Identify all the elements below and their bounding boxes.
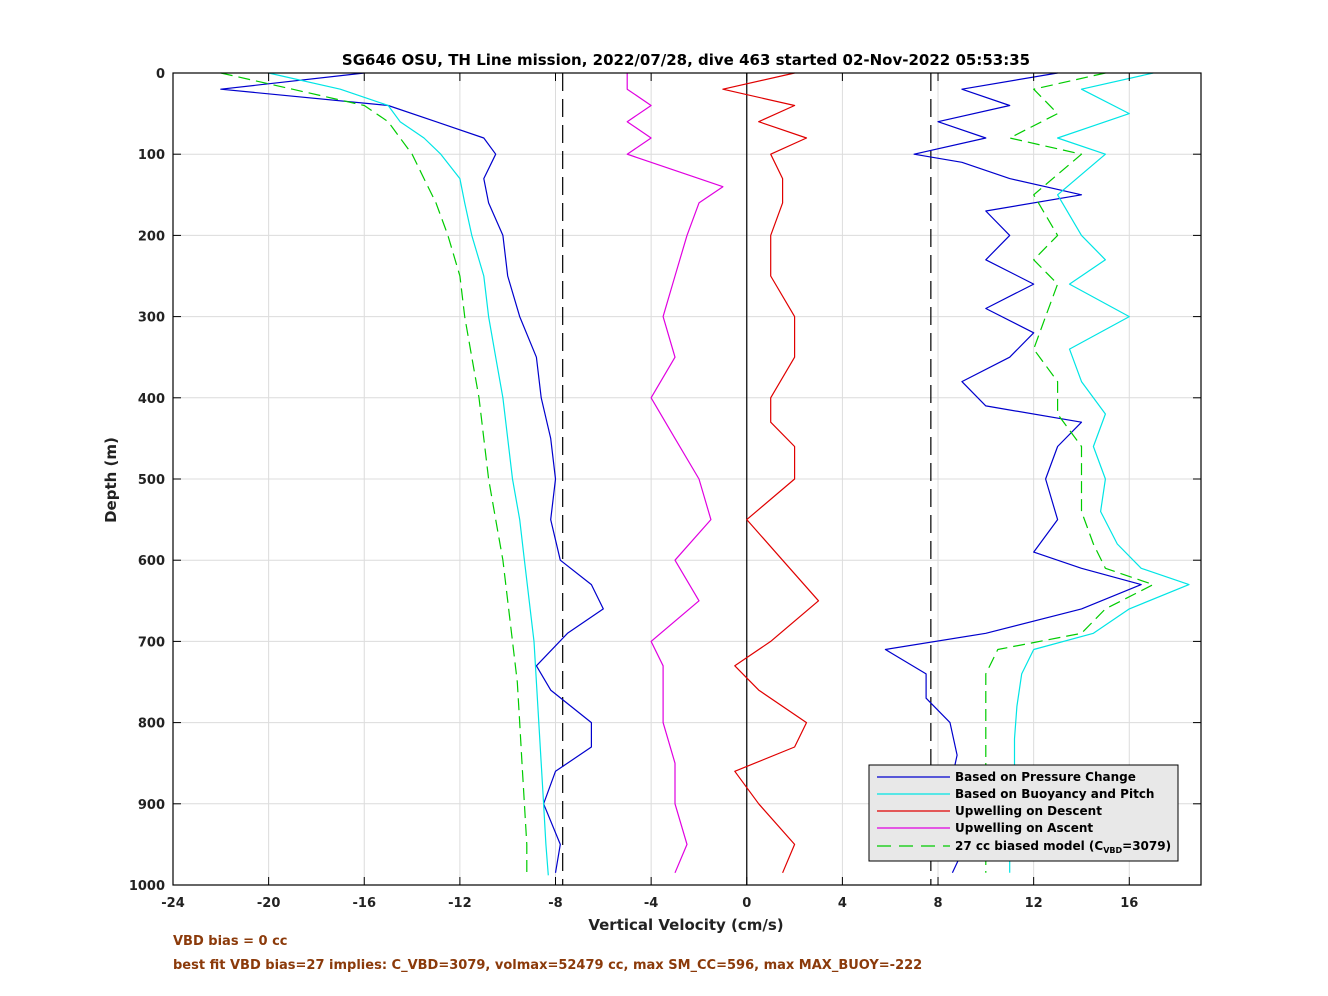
series-line-4 bbox=[220, 72, 528, 876]
series-line-0 bbox=[884, 72, 1142, 874]
series-line-1 bbox=[1009, 72, 1190, 873]
series-line-4 bbox=[985, 72, 1154, 873]
legend-label-biased-model: 27 cc biased model (CVBD=3079) bbox=[955, 839, 1171, 855]
y-tick-label: 300 bbox=[138, 311, 165, 326]
y-tick-label: 200 bbox=[138, 229, 165, 244]
vbd-bias-note: VBD bias = 0 cc bbox=[173, 934, 288, 949]
y-tick-label: 400 bbox=[138, 392, 165, 407]
series-line-0 bbox=[220, 72, 604, 873]
legend-label-upwelling-ascent: Upwelling on Ascent bbox=[955, 821, 1093, 835]
y-tick-label: 800 bbox=[138, 717, 165, 732]
series-line-3 bbox=[626, 73, 724, 874]
x-tick-label: -12 bbox=[448, 896, 472, 911]
legend-box bbox=[868, 764, 1179, 862]
x-tick-label: 8 bbox=[933, 896, 942, 911]
y-tick-label: 1000 bbox=[129, 879, 165, 894]
legend-label-upwelling-descent: Upwelling on Descent bbox=[955, 804, 1102, 818]
series-lines bbox=[220, 72, 1190, 876]
y-tick-label: 100 bbox=[138, 148, 165, 163]
y-tick-label: 700 bbox=[138, 635, 165, 650]
y-tick-label: 600 bbox=[138, 554, 165, 569]
x-tick-label: 16 bbox=[1120, 896, 1138, 911]
legend-label-buoyancy-pitch: Based on Buoyancy and Pitch bbox=[955, 787, 1154, 801]
reference-lines bbox=[562, 73, 932, 885]
y-tick-label: 0 bbox=[156, 67, 165, 82]
best-fit-note: best fit VBD bias=27 implies: C_VBD=3079… bbox=[173, 958, 923, 973]
chart-title: SG646 OSU, TH Line mission, 2022/07/28, … bbox=[342, 51, 1030, 69]
y-axis-ticks: 0 100 200 300 400 500 600 700 800 900 1000 bbox=[129, 67, 1201, 894]
x-tick-label: 0 bbox=[742, 896, 751, 911]
legend: Based on Pressure Change Based on Buoyan… bbox=[868, 764, 1179, 862]
y-tick-label: 500 bbox=[138, 473, 165, 488]
grid bbox=[172, 72, 1201, 886]
x-tick-label: -16 bbox=[353, 896, 377, 911]
legend-label-biased-model-suffix: =3079) bbox=[1122, 839, 1171, 853]
x-tick-label: -4 bbox=[644, 896, 658, 911]
x-axis-label: Vertical Velocity (cm/s) bbox=[588, 916, 783, 934]
y-tick-label: 900 bbox=[138, 798, 165, 813]
series-line-1 bbox=[268, 72, 549, 876]
x-tick-label: -8 bbox=[548, 896, 562, 911]
legend-label-biased-model-prefix: 27 cc biased model (C bbox=[955, 839, 1103, 853]
x-tick-label: -20 bbox=[257, 896, 281, 911]
series-line-2 bbox=[722, 72, 820, 874]
legend-label-biased-model-subscript: VBD bbox=[1103, 846, 1122, 855]
y-axis-label: Depth (m) bbox=[102, 437, 120, 523]
legend-label-pressure-change: Based on Pressure Change bbox=[955, 770, 1136, 784]
x-tick-label: 12 bbox=[1025, 896, 1043, 911]
x-axis-ticks: -24 -20 -16 -12 -8 -4 0 4 8 12 16 bbox=[161, 73, 1138, 911]
x-tick-label: -24 bbox=[161, 896, 185, 911]
x-tick-label: 4 bbox=[838, 896, 847, 911]
